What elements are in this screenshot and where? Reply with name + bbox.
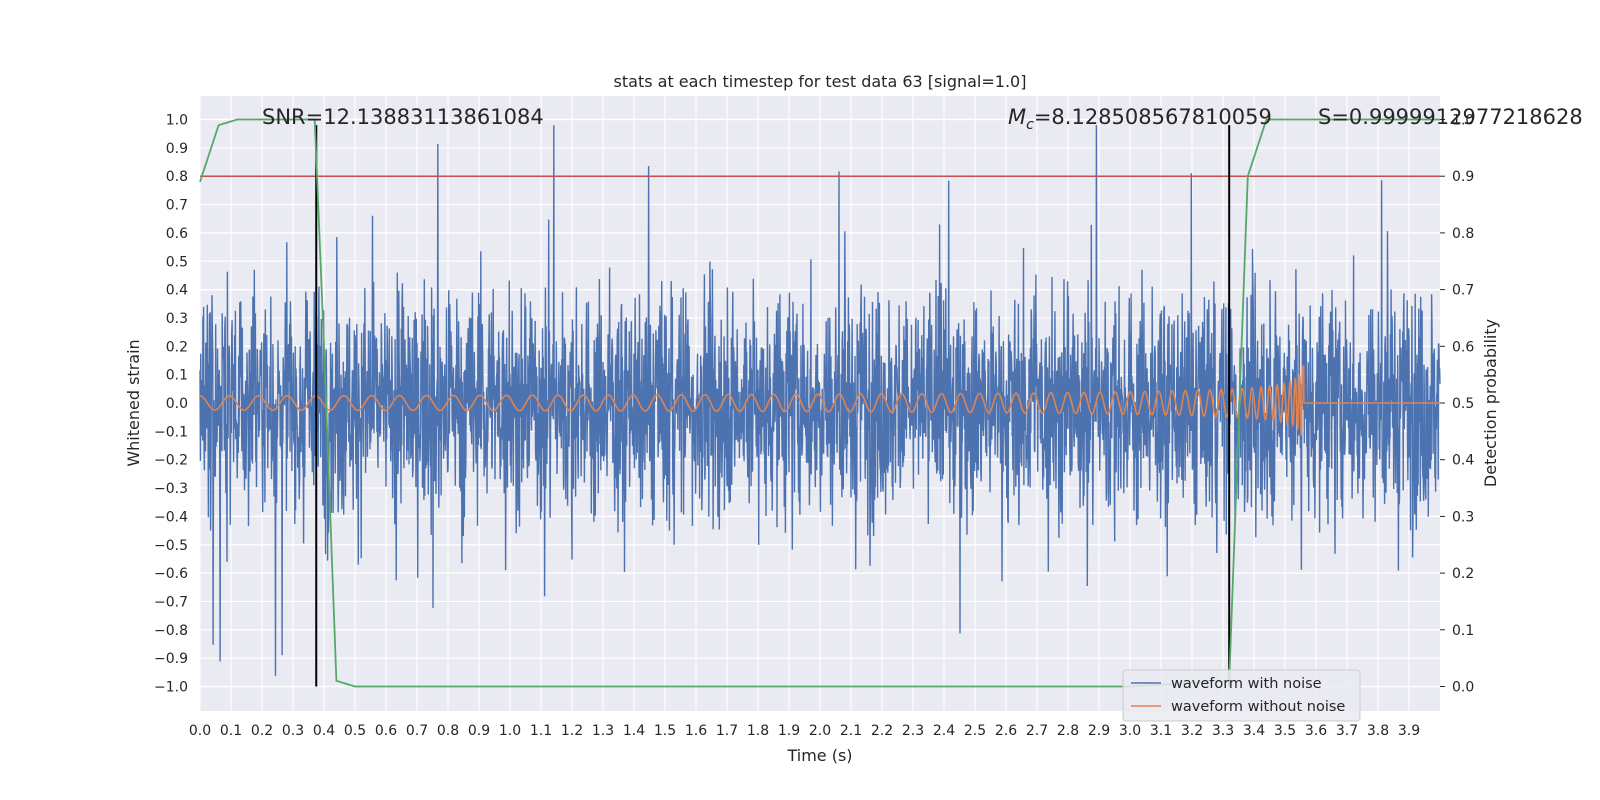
x-tick-label: 3.2 — [1181, 723, 1203, 739]
legend-label-noise: waveform with noise — [1171, 676, 1322, 692]
y2-tick-label: 0.7 — [1452, 283, 1474, 299]
y-tick-label: −0.5 — [154, 538, 188, 554]
y2-axis-label: Detection probability — [1481, 319, 1500, 487]
x-tick-label: 2.4 — [933, 723, 955, 739]
y2-tick-label: 0.3 — [1452, 509, 1474, 525]
x-tick-label: 0.7 — [406, 723, 428, 739]
y-tick-label: −0.2 — [154, 453, 188, 469]
y-tick-label: −0.1 — [154, 424, 188, 440]
x-tick-label: 3.5 — [1274, 723, 1296, 739]
mc-symbol: M — [1008, 105, 1026, 129]
x-tick-label: 0.0 — [189, 723, 211, 739]
x-tick-label: 1.6 — [685, 723, 707, 739]
x-tick-label: 0.2 — [251, 723, 273, 739]
y2-tick-label: 1.0 — [1452, 113, 1474, 129]
x-tick-label: 2.5 — [964, 723, 986, 739]
x-tick-label: 2.0 — [809, 723, 831, 739]
x-tick-label: 2.1 — [840, 723, 862, 739]
y2-tick-label: 0.9 — [1452, 169, 1474, 185]
y2-tick-label: 0.1 — [1452, 623, 1474, 639]
y-tick-label: 1.0 — [166, 113, 188, 129]
series-layer — [199, 118, 1441, 688]
y-tick-label: 0.9 — [166, 141, 188, 157]
y-tick-label: 0.1 — [166, 368, 188, 384]
s-annotation: S=0.9999912977218628 — [1318, 105, 1583, 129]
x-tick-label: 0.6 — [375, 723, 397, 739]
x-tick-label: 2.2 — [871, 723, 893, 739]
x-tick-label: 0.9 — [468, 723, 490, 739]
y2-tick-label: 0.4 — [1452, 453, 1474, 469]
y-tick-label: −0.6 — [154, 566, 188, 582]
snr-annotation: SNR=12.13883113861084 — [262, 105, 544, 129]
x-tick-label: 3.1 — [1150, 723, 1172, 739]
x-tick-label: 2.3 — [902, 723, 924, 739]
mc-subscript: c — [1026, 117, 1034, 133]
y-tick-label: −0.9 — [154, 651, 188, 667]
x-tick-label: 2.8 — [1057, 723, 1079, 739]
x-tick-label: 2.6 — [995, 723, 1017, 739]
y2-tick-label: 0.2 — [1452, 566, 1474, 582]
x-tick-label: 1.1 — [530, 723, 552, 739]
axes: 0.0 0.1 0.2 0.3 0.4 0.5 0.6 0.7 0.8 0.9 1.0 1.1 1.2 1… — [154, 113, 1474, 740]
y-tick-label: −0.4 — [154, 509, 188, 525]
y2-tick-label: 0.0 — [1452, 680, 1474, 696]
x-tick-label: 3.4 — [1243, 723, 1265, 739]
series-waveform-without-noise — [200, 365, 1440, 436]
x-tick-label: 3.3 — [1212, 723, 1234, 739]
series-detection-probability — [199, 118, 1440, 688]
x-tick-label: 1.2 — [561, 723, 583, 739]
y-tick-label: 0.6 — [166, 226, 188, 242]
x-tick-label: 2.9 — [1088, 723, 1110, 739]
x-tick-label: 0.4 — [313, 723, 335, 739]
legend-box — [1122, 669, 1361, 722]
legend-label-clean: waveform without noise — [1171, 699, 1345, 715]
y-tick-label: −0.3 — [154, 481, 188, 497]
y-tick-label: 0.3 — [166, 311, 188, 327]
y-tick-label: 0.8 — [166, 169, 188, 185]
y-tick-label: −0.7 — [154, 594, 188, 610]
x-tick-label: 0.5 — [344, 723, 366, 739]
y2-tick-label: 0.6 — [1452, 339, 1474, 355]
y-axis-label: Whitened strain — [124, 339, 143, 466]
y-tick-label: −0.8 — [154, 623, 188, 639]
x-tick-label: 3.6 — [1305, 723, 1327, 739]
mc-value: =8.128508567810059 — [1034, 105, 1272, 129]
x-tick-label: 1.0 — [499, 723, 521, 739]
x-tick-label: 3.0 — [1119, 723, 1141, 739]
x-tick-label: 3.8 — [1367, 723, 1389, 739]
x-tick-label: 3.7 — [1336, 723, 1358, 739]
x-axis-label: Time (s) — [786, 746, 852, 765]
x-tick-label: 1.3 — [592, 723, 614, 739]
x-tick-label: 1.8 — [747, 723, 769, 739]
x-tick-label: 0.1 — [220, 723, 242, 739]
y-tick-label: 0.5 — [166, 254, 188, 270]
chart-title: stats at each timestep for test data 63 … — [614, 72, 1027, 91]
x-tick-label: 1.9 — [778, 723, 800, 739]
x-tick-label: 1.5 — [654, 723, 676, 739]
x-tick-label: 2.7 — [1026, 723, 1048, 739]
x-tick-label: 1.7 — [716, 723, 738, 739]
y2-tick-label: 0.5 — [1452, 396, 1474, 412]
y-tick-label: −1.0 — [154, 680, 188, 696]
y-tick-label: 0.2 — [166, 339, 188, 355]
y-tick-label: 0.7 — [166, 198, 188, 214]
mc-annotation: Mc=8.128508567810059 — [1008, 105, 1272, 133]
x-tick-label: 0.3 — [282, 723, 304, 739]
y-tick-label: 0.0 — [166, 396, 188, 412]
x-tick-label: 0.8 — [437, 723, 459, 739]
x-tick-label: 1.4 — [623, 723, 645, 739]
x-tick-label: 3.9 — [1398, 723, 1420, 739]
y-tick-label: 0.4 — [166, 283, 188, 299]
legend: waveform with noise waveform without noi… — [1122, 669, 1361, 722]
y2-tick-label: 0.8 — [1452, 226, 1474, 242]
